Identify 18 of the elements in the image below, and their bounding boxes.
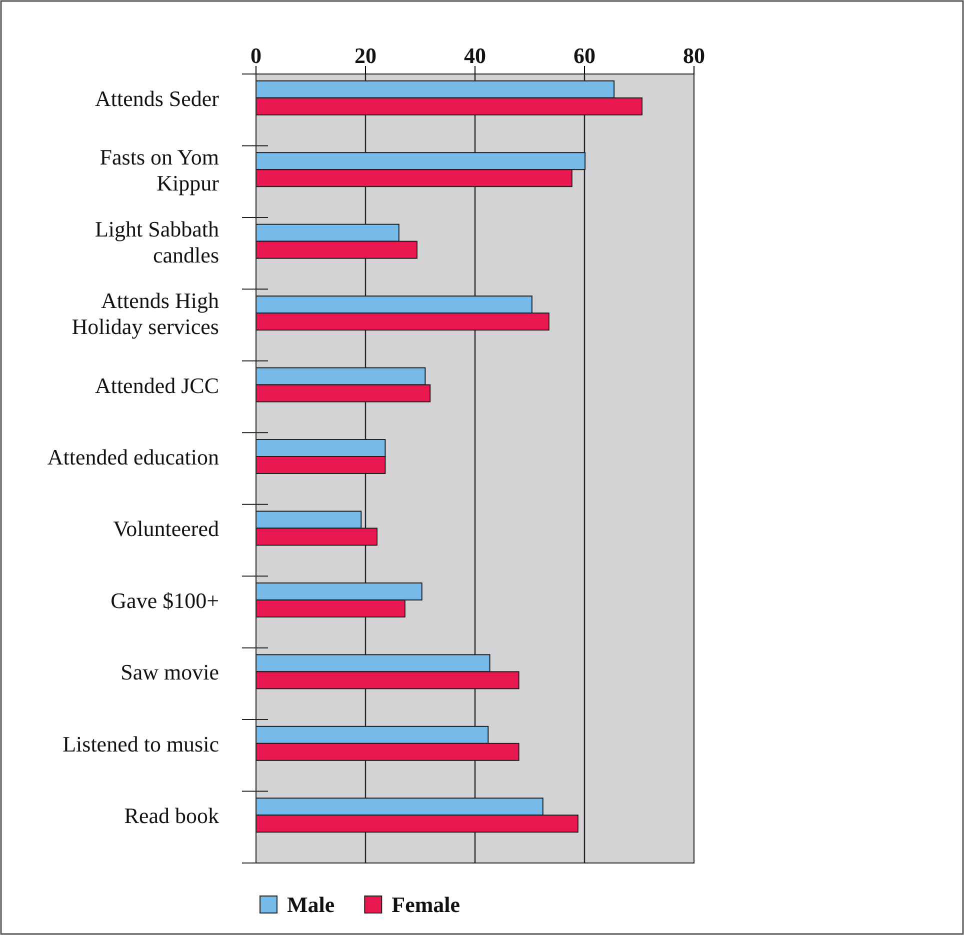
y-tick-label: Attended education: [47, 444, 219, 470]
y-tick-label: Light Sabbath candles: [94, 216, 219, 268]
x-tick-label: 0: [250, 43, 262, 68]
y-tick-label: Attends Seder: [94, 86, 220, 111]
y-tick-label: Gave $100+: [110, 588, 219, 613]
x-tick-label: 40: [464, 43, 486, 68]
legend-label: Male: [287, 892, 335, 917]
x-tick-label: 20: [354, 43, 376, 68]
y-tick-label: Attends High Holiday services: [72, 288, 219, 340]
legend-label: Female: [392, 892, 460, 917]
y-tick-label: Fasts on Yom Kippur: [100, 144, 220, 196]
x-tick-label: 80: [683, 43, 705, 68]
y-tick-label: Attended JCC: [94, 372, 219, 398]
y-tick-label: Listened to music: [62, 731, 220, 756]
y-tick-label: Volunteered: [113, 516, 219, 542]
y-tick-label: Read book: [124, 803, 219, 828]
x-tick-label: 60: [574, 43, 596, 68]
y-tick-label: Saw movie: [120, 660, 219, 685]
